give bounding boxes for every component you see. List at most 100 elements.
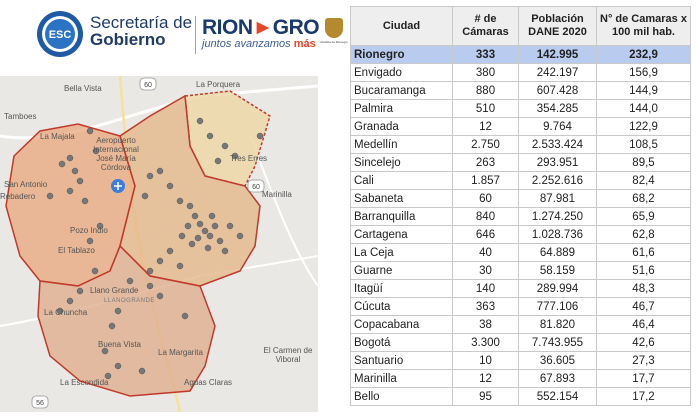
rionegro-slogan-accent: más [293, 38, 316, 50]
map-place-label: Aguas Claras [184, 378, 233, 387]
cell-population: 289.994 [518, 279, 597, 298]
cell-city: Barranquilla [350, 207, 453, 226]
rionegro-part1: RION [202, 16, 253, 39]
esc-badge-text: ESC [49, 29, 72, 41]
road-badge: 56 [31, 395, 49, 409]
cell-city: Rionegro [350, 45, 453, 64]
map-place-label: La Chuncha [44, 308, 88, 317]
cell-rate: 65,9 [596, 207, 691, 226]
map-place-label: Rebadero [0, 192, 36, 201]
cell-city: Cúcuta [350, 297, 453, 316]
cell-rate: 48,3 [596, 279, 691, 298]
cell-city: Medellín [350, 135, 453, 154]
cell-rate: 46,4 [596, 315, 691, 334]
cameras-table: Ciudad # de Cámaras Población DANE 2020 … [350, 6, 691, 406]
cell-cameras: 263 [452, 153, 519, 172]
coat-of-arms-icon [325, 18, 343, 38]
table-row: Cúcuta 363 777.106 46,7 [350, 297, 691, 316]
cell-city: Granada [350, 117, 453, 136]
cell-city: Santuario [350, 351, 453, 370]
cell-population: 354.285 [518, 99, 597, 118]
alcaldia-logo: Alcaldía de Rionegro [320, 18, 348, 58]
table-row: Bucaramanga 880 607.428 144,9 [350, 81, 691, 100]
table-row: Medellín 2.750 2.533.424 108,5 [350, 135, 691, 154]
cell-city: Palmira [350, 99, 453, 118]
map-place-label: Marinilla [262, 190, 292, 199]
cell-cameras: 646 [452, 225, 519, 244]
road-badge-label: 56 [36, 400, 44, 407]
map-canvas: 60 60 56 [0, 76, 318, 412]
cell-rate: 46,7 [596, 297, 691, 316]
rionegro-slogan: juntos avanzamos más [202, 38, 319, 50]
map-place-label: El Carmen de Viboral [263, 346, 313, 364]
rionegro-logo: RION►GRO juntos avanzamos más [202, 16, 320, 50]
table-row: Barranquilla 840 1.274.250 65,9 [350, 207, 691, 226]
esc-logo-icon: ESC [37, 11, 83, 57]
cell-city: Cartagena [350, 225, 453, 244]
cell-rate: 156,9 [596, 63, 691, 82]
table-row: Sabaneta 60 87.981 68,2 [350, 189, 691, 208]
table-body: Rionegro 333 142.995 232,9 Envigado 380 242.19… [350, 45, 691, 406]
cell-population: 142.995 [518, 45, 597, 64]
cell-city: Sincelejo [350, 153, 453, 172]
camera-map[interactable]: 60 60 56 Bella Vista La Porquera Tamboes… [0, 76, 318, 412]
cell-population: 293.951 [518, 153, 597, 172]
cell-population: 242.197 [518, 63, 597, 82]
cell-cameras: 40 [452, 243, 519, 262]
cell-population: 58.159 [518, 261, 597, 280]
col-header-rate: N° de Camaras x 100 mil hab. [596, 6, 691, 46]
cell-city: Sabaneta [350, 189, 453, 208]
cell-cameras: 880 [452, 81, 519, 100]
cell-cameras: 12 [452, 117, 519, 136]
cell-cameras: 1.857 [452, 171, 519, 190]
cell-city: Guarne [350, 261, 453, 280]
logo-divider [195, 16, 196, 54]
cell-population: 87.981 [518, 189, 597, 208]
secretaria-title: Secretaría de Gobierno [90, 14, 192, 48]
cell-rate: 232,9 [596, 45, 691, 64]
secretaria-line1: Secretaría de [90, 13, 193, 32]
map-place-label: La Margarita [158, 348, 203, 357]
map-place-label: Pozo Indio [70, 226, 108, 235]
cell-population: 67.893 [518, 369, 597, 388]
rionegro-wordmark: RION►GRO [202, 16, 320, 40]
cell-population: 36.605 [518, 351, 597, 370]
cell-rate: 51,6 [596, 261, 691, 280]
table-row: Santuario 10 36.605 27,3 [350, 351, 691, 370]
road-badge-label: 60 [144, 82, 152, 89]
cell-population: 2.252.616 [518, 171, 597, 190]
cell-rate: 68,2 [596, 189, 691, 208]
cell-rate: 122,9 [596, 117, 691, 136]
cell-cameras: 3.300 [452, 333, 519, 352]
cell-population: 1.028.736 [518, 225, 597, 244]
table-row: Itagüí 140 289.994 48,3 [350, 279, 691, 298]
map-place-label: San Antonio [4, 180, 48, 189]
cell-city: Copacabana [350, 315, 453, 334]
cell-population: 81.820 [518, 315, 597, 334]
cell-rate: 42,6 [596, 333, 691, 352]
cell-cameras: 333 [452, 45, 519, 64]
cell-cameras: 2.750 [452, 135, 519, 154]
cell-rate: 17,2 [596, 387, 691, 406]
cell-cameras: 12 [452, 369, 519, 388]
map-place-label: Llano Grande [90, 286, 139, 295]
cell-city: Bogotá [350, 333, 453, 352]
cameras-table-container: Ciudad # de Cámaras Población DANE 2020 … [350, 6, 691, 410]
table-row: Bello 95 552.154 17,2 [350, 387, 691, 406]
road-badge: 60 [247, 179, 265, 193]
cell-population: 9.764 [518, 117, 597, 136]
cell-cameras: 38 [452, 315, 519, 334]
road-badge-label: 60 [252, 184, 260, 191]
cell-population: 607.428 [518, 81, 597, 100]
map-place-label: Bella Vista [64, 84, 102, 93]
cell-rate: 27,3 [596, 351, 691, 370]
cell-city: La Ceja [350, 243, 453, 262]
map-place-label: La Escondida [60, 378, 109, 387]
rionegro-part2: GRO [272, 16, 320, 39]
cell-cameras: 363 [452, 297, 519, 316]
cell-population: 552.154 [518, 387, 597, 406]
table-row: Cartagena 646 1.028.736 62,8 [350, 225, 691, 244]
map-place-label: La Majala [40, 132, 75, 141]
table-row: La Ceja 40 64.889 61,6 [350, 243, 691, 262]
cell-cameras: 30 [452, 261, 519, 280]
